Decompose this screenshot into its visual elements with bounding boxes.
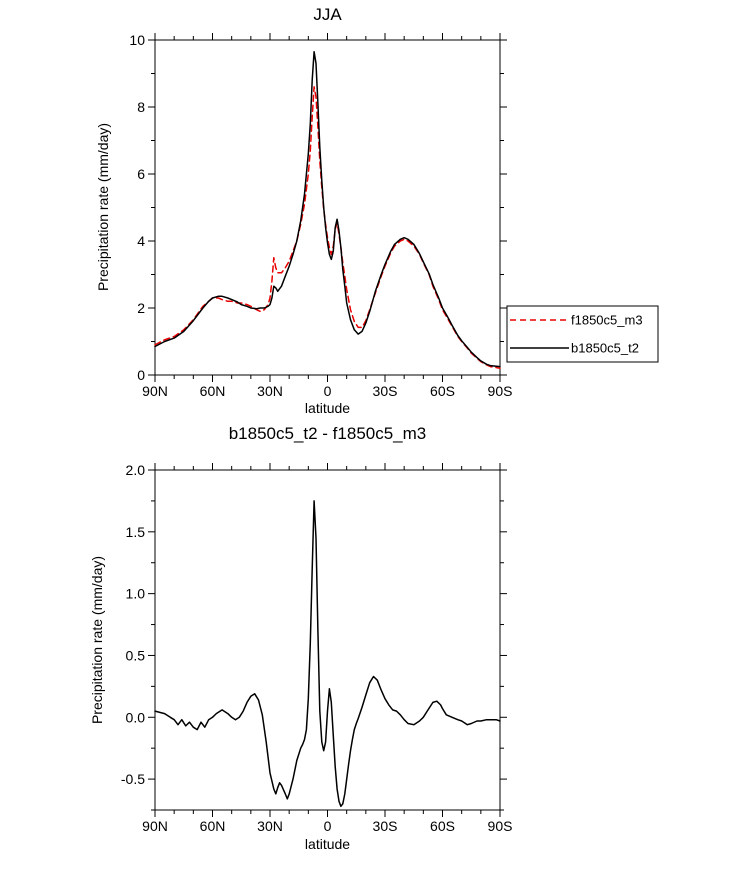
jja-x-tick-label: 90S: [488, 383, 513, 399]
jja-x-tick-label: 0: [324, 383, 332, 399]
jja-x-tick-label: 60S: [430, 383, 455, 399]
difference-x-tick-label: 0: [324, 818, 332, 834]
jja-ticks: [148, 33, 507, 382]
jja-x-axis-label: latitude: [304, 400, 351, 416]
series-line-f1850c5_m3: [154, 86, 501, 370]
difference-x-tick-label: 90N: [142, 818, 168, 834]
difference-y-tick-label: 0.5: [126, 647, 146, 663]
difference-x-axis-label: latitude: [304, 836, 351, 852]
jja-y-tick-label: 4: [137, 233, 145, 249]
jja-chart: 90N 60N 30N 0 30S 60S 90S 0 2 4 6 8 10 f1850c5_m3 b185…: [129, 32, 659, 399]
jja-y-tick-label: 6: [137, 166, 145, 182]
series-line-b1850c5_t2 - f1850c5_m3: [154, 500, 501, 808]
jja-frame: [154, 39, 501, 376]
jja-y-tick-label: 10: [129, 32, 145, 48]
difference-y-tick-label: -0.5: [121, 771, 145, 787]
series-line-b1850c5_t2: [154, 50, 501, 368]
jja-chart-title: JJA: [313, 5, 342, 24]
difference-x-tick-label: 30N: [257, 818, 283, 834]
difference-chart: 90N 60N 30N 0 30S 60S 90S -0.5 0.0 0.5 1.0 1.5 2.0: [121, 462, 513, 834]
difference-tick-labels: 90N 60N 30N 0 30S 60S 90S -0.5 0.0 0.5 1.0 1.5 2.0: [121, 462, 513, 834]
difference-ticks: [148, 463, 507, 817]
jja-y-tick-label: 2: [137, 300, 145, 316]
difference-x-tick-label: 60S: [430, 818, 455, 834]
jja-y-tick-label: 8: [137, 99, 145, 115]
difference-y-tick-label: 2.0: [126, 462, 146, 478]
jja-y-tick-label: 0: [137, 367, 145, 383]
legend-box: [506, 305, 659, 363]
jja-x-tick-label: 30S: [373, 383, 398, 399]
jja-x-tick-label: 90N: [142, 383, 168, 399]
difference-x-tick-label: 30S: [373, 818, 398, 834]
difference-x-tick-label: 90S: [488, 818, 513, 834]
jja-tick-labels: 90N 60N 30N 0 30S 60S 90S 0 2 4 6 8 10: [129, 32, 512, 399]
difference-y-tick-label: 1.0: [126, 586, 146, 602]
jja-legend: f1850c5_m3 b1850c5_t2: [506, 305, 659, 363]
difference-frame: [154, 469, 501, 811]
difference-y-tick-label: 1.5: [126, 524, 146, 540]
difference-x-tick-label: 60N: [200, 818, 226, 834]
legend-label: b1850c5_t2: [571, 341, 639, 356]
jja-x-tick-label: 30N: [257, 383, 283, 399]
legend-label: f1850c5_m3: [571, 313, 643, 328]
jja-x-tick-label: 60N: [200, 383, 226, 399]
difference-y-tick-label: 0.0: [126, 709, 146, 725]
difference-chart-title: b1850c5_t2 - f1850c5_m3: [228, 424, 427, 443]
